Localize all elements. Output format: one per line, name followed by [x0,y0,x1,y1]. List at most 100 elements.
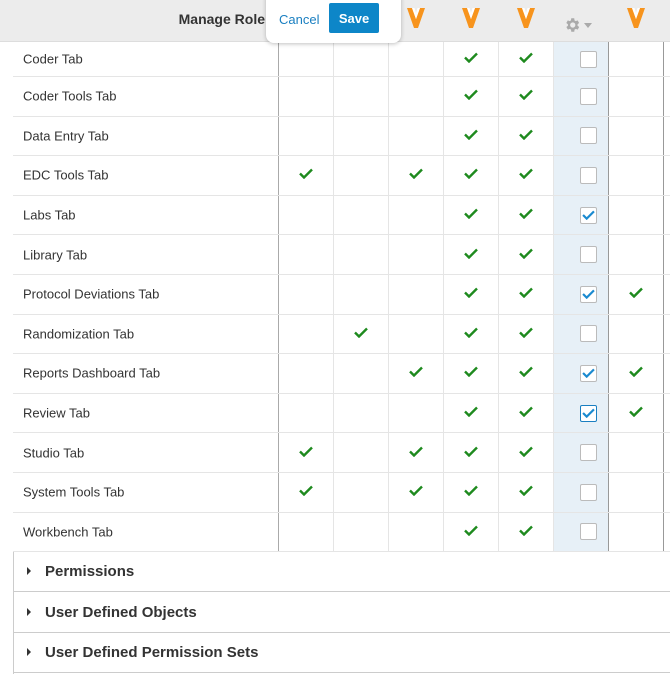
permission-cell [608,77,663,116]
checkmark-icon [519,87,533,105]
permission-cell [443,472,498,512]
edit-popover: Cancel Save [266,0,401,43]
checkmark-icon [519,483,533,501]
table-row: Randomization Tab [13,314,670,355]
permission-cell [608,472,663,512]
checkmark-icon [519,246,533,264]
row-label: Randomization Tab [23,326,135,342]
permission-cell [498,195,553,235]
divider [13,552,14,674]
permission-cell [388,393,443,433]
permission-cell [608,314,663,354]
permission-checkbox[interactable] [580,444,597,462]
permission-cell [388,116,443,156]
permission-cell [663,77,670,116]
permission-checkbox[interactable] [580,127,597,145]
permission-cell [333,195,388,235]
permission-cell [333,314,388,354]
column-title: Manage Role [178,11,265,27]
checkmark-icon [519,404,533,422]
permission-cell [663,235,670,274]
row-label: EDC Tools Tab [23,167,109,183]
permission-cell [443,433,498,472]
gear-icon [566,18,580,32]
permission-cell [498,314,553,354]
row-label: Library Tab [23,247,88,263]
permission-checkbox[interactable] [580,166,597,184]
row-label: Coder Tab [23,51,83,67]
checkmark-icon [409,444,423,462]
expand-caret-icon[interactable] [27,567,31,575]
permission-cell [388,472,443,512]
permission-cell [333,354,388,393]
checkmark-icon [409,166,423,184]
permission-cell [278,116,333,156]
table-row: System Tools Tab [13,472,670,513]
table-row: EDC Tools Tab [13,156,670,196]
checkmark-icon [519,325,533,343]
permission-cell [498,512,553,552]
checkmark-icon [464,285,478,303]
table-row: Library Tab [13,235,670,275]
permission-cell [333,235,388,274]
checkmark-icon [299,166,313,184]
section-user-defined-objects[interactable]: User Defined Objects [13,593,670,633]
editable-cell [553,393,608,433]
permission-checkbox[interactable] [580,404,597,422]
permission-cell [278,235,333,274]
expand-caret-icon[interactable] [27,648,31,656]
row-label: Protocol Deviations Tab [23,286,160,302]
permission-cell [443,354,498,393]
section-user-defined-permission-sets[interactable]: User Defined Permission Sets [13,633,670,673]
permission-cell [388,354,443,393]
permission-checkbox[interactable] [580,483,597,501]
permission-cell [498,393,553,433]
checkmark-icon [299,483,313,501]
row-label: Coder Tools Tab [23,88,117,104]
permission-cell [333,472,388,512]
permission-checkbox[interactable] [580,325,597,343]
expand-caret-icon[interactable] [27,607,31,616]
checkmark-icon [519,127,533,145]
permission-checkbox[interactable] [580,206,597,224]
permission-cell [608,354,663,393]
checkmark-icon [409,483,423,501]
permission-cell [608,274,663,314]
editable-cell [553,77,608,116]
permission-checkbox[interactable] [580,285,597,303]
table-row: Data Entry Tab [13,116,670,157]
permission-checkbox[interactable] [580,246,597,264]
permission-cell [278,512,333,552]
permission-cell [443,235,498,274]
permission-checkbox[interactable] [580,50,597,68]
permission-checkbox[interactable] [580,364,597,382]
table-row: Studio Tab [13,433,670,473]
checkmark-icon [629,285,643,303]
permission-cell [663,512,670,552]
permission-cell [388,156,443,195]
save-button[interactable]: Save [329,3,379,33]
permission-cell [608,433,663,472]
row-label: Reports Dashboard Tab [23,365,161,381]
permission-cell [663,156,670,195]
editable-cell [553,354,608,393]
permission-cell [278,77,333,116]
permission-cell [663,42,670,76]
permission-checkbox[interactable] [580,87,597,105]
permission-cell [278,393,333,433]
editable-cell [553,156,608,195]
permission-cell [608,393,663,433]
checkmark-icon [464,404,478,422]
vault-logo-icon [443,0,498,42]
permission-cell [388,77,443,116]
cancel-button[interactable]: Cancel [279,12,320,27]
column-settings-menu[interactable] [563,16,592,34]
checkmark-icon [519,364,533,382]
permission-cell [333,42,388,76]
permission-checkbox[interactable] [580,523,597,541]
table-row: Workbench Tab [13,512,670,553]
section-permissions[interactable]: Permissions [13,552,670,592]
checkmark-icon [464,246,478,264]
row-label: Workbench Tab [23,524,113,540]
checkmark-icon [519,206,533,224]
